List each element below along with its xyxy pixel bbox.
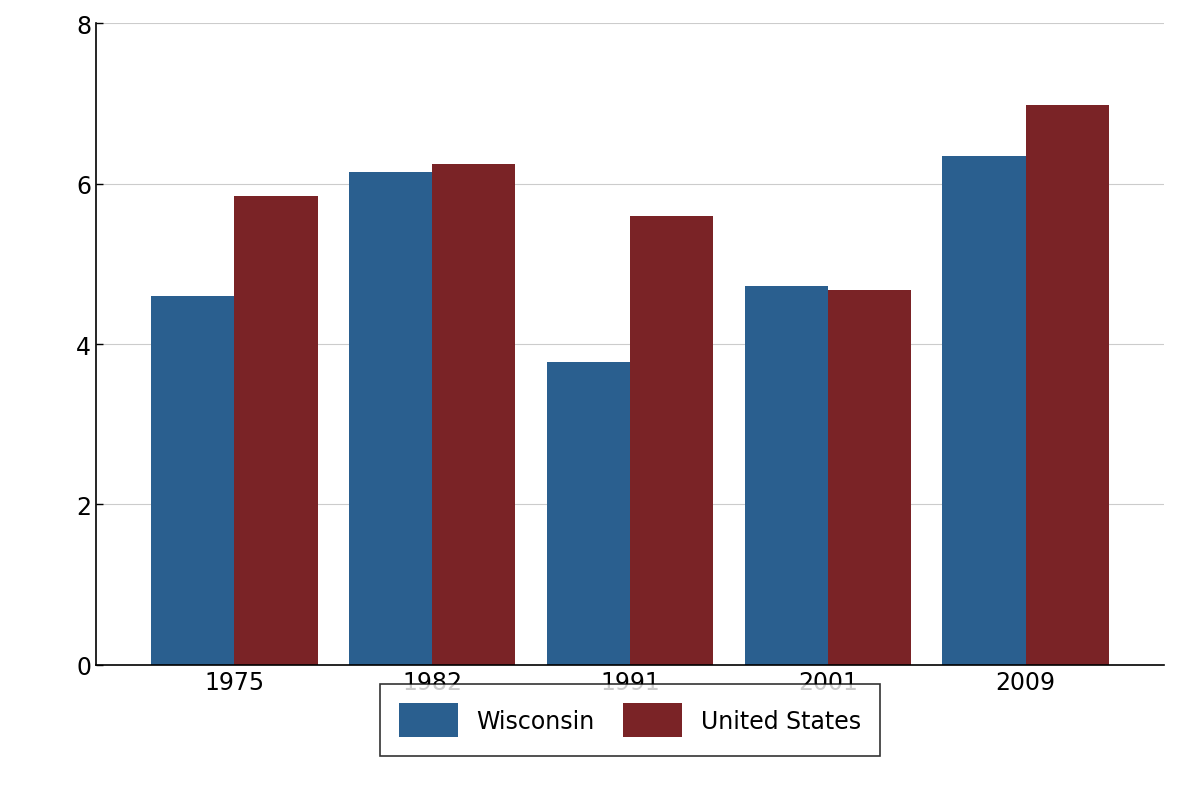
Bar [745,287,828,665]
Bar [151,297,234,665]
Bar [942,157,1026,665]
Bar [828,291,911,665]
Bar [432,165,515,665]
Legend: Wisconsin, United States: Wisconsin, United States [380,684,880,756]
Bar [630,217,713,665]
Bar [234,196,318,665]
Bar [349,173,432,665]
Bar [547,363,630,665]
Bar [1026,106,1109,665]
